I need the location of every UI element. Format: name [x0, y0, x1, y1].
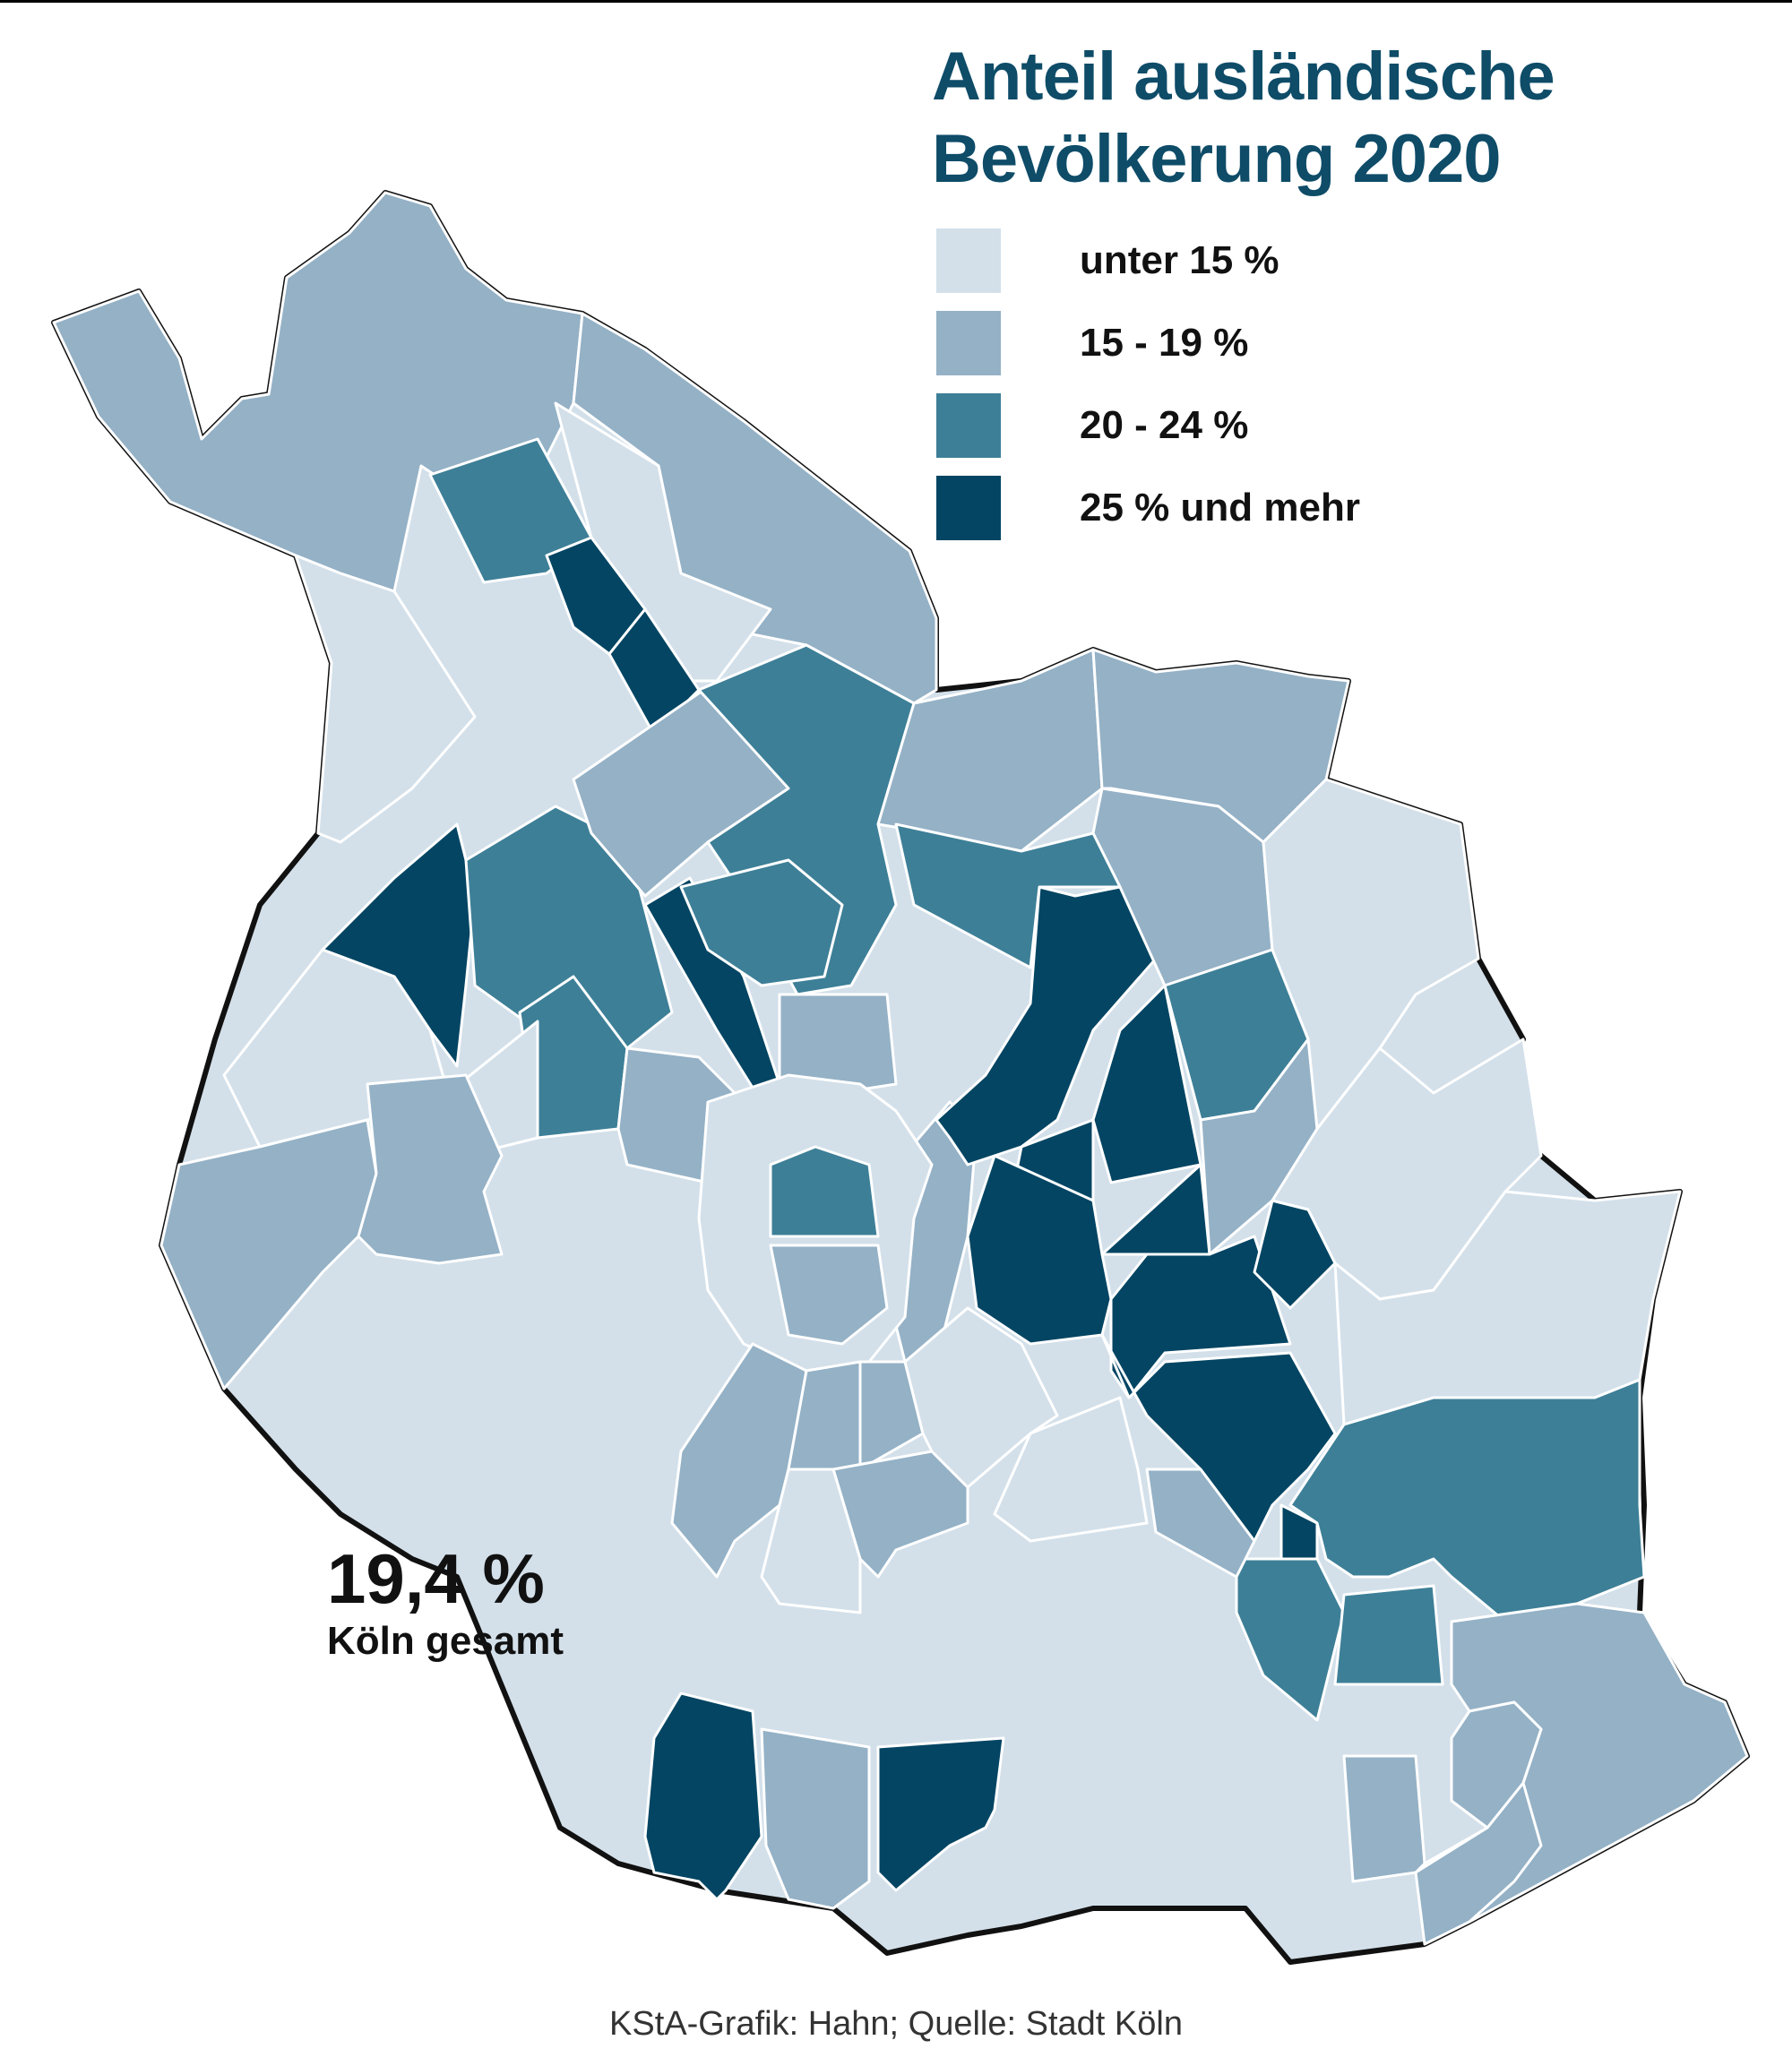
district-inner-teal — [679, 858, 844, 987]
district-westcenter-mid — [357, 1073, 504, 1265]
district-east-teal-small — [1235, 1557, 1346, 1722]
district-sw-dark — [643, 1692, 763, 1901]
legend-item: 15 - 19 % — [936, 311, 1360, 375]
district-south-light-3 — [993, 1396, 1149, 1543]
district-inner-mid-ring — [769, 1244, 889, 1346]
legend-swatch — [936, 228, 1001, 293]
legend-label: unter 15 % — [1080, 238, 1279, 282]
title-line-2: Bevölkerung 2020 — [932, 121, 1502, 197]
legend-item: 25 % und mehr — [936, 476, 1360, 540]
district-east-dark-6 — [1109, 1235, 1292, 1399]
district-east-teal-big — [1288, 1378, 1646, 1623]
top-rule — [0, 0, 1792, 3]
district-se-mid-2 — [1342, 1754, 1426, 1883]
total-label: Köln gesamt — [327, 1619, 564, 1663]
source-credit: KStA-Grafik: Hahn; Quelle: Stadt Köln — [609, 2005, 1183, 2043]
title-line-1: Anteil ausländische — [932, 39, 1555, 115]
district-se-mid-4 — [1450, 1700, 1543, 1829]
districts — [52, 191, 1749, 1946]
legend-label: 25 % und mehr — [1080, 486, 1360, 529]
district-east-dark-3 — [1091, 984, 1202, 1184]
district-east-dark-7 — [1100, 1333, 1337, 1543]
legend-item: 20 - 24 % — [936, 393, 1360, 458]
legend-swatch — [936, 393, 1001, 458]
legend-item: unter 15 % — [936, 228, 1360, 293]
legend-swatch — [936, 476, 1001, 540]
legend: unter 15 % 15 - 19 % 20 - 24 % 25 % und … — [936, 228, 1360, 558]
district-center-mid-small — [778, 993, 898, 1104]
district-south-light-1 — [760, 1468, 862, 1614]
city-total: 19,4 % Köln gesamt — [327, 1541, 564, 1666]
district-east-teal-small-2 — [1333, 1584, 1444, 1686]
district-south-mid-5 — [1145, 1468, 1256, 1579]
legend-swatch — [936, 311, 1001, 375]
district-east-mid-north — [876, 648, 1104, 853]
district-s-dark — [876, 1736, 1005, 1892]
total-value: 19,4 % — [327, 1539, 545, 1618]
district-sw-mid — [760, 1727, 871, 1910]
district-east-teal-2 — [894, 822, 1122, 969]
legend-label: 20 - 24 % — [1080, 403, 1249, 447]
legend-label: 15 - 19 % — [1080, 321, 1249, 365]
map-title: Anteil ausländische Bevölkerung 2020 — [932, 36, 1555, 201]
district-inner-teal-ring — [769, 1145, 880, 1238]
district-west-light — [294, 554, 477, 844]
